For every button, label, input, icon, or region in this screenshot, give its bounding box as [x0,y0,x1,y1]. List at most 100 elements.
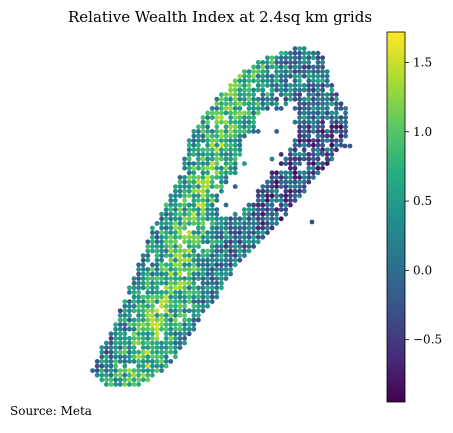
grid-cell [214,156,220,162]
grid-cell [255,83,261,88]
grid-cell [228,262,234,268]
grid-cell [131,322,137,327]
grid-cell [219,147,224,153]
grid-cell [315,55,321,61]
grid-cell [255,193,261,199]
grid-cell [196,253,201,258]
grid-cell [159,244,165,249]
grid-cell [251,244,256,249]
grid-cell [131,294,137,300]
grid-cell [315,161,321,167]
grid-cell [288,60,293,65]
grid-cell [297,46,302,51]
grid-cell [159,225,165,231]
grid-cell [196,308,201,314]
grid-cell [209,179,215,185]
grid-cell [200,290,206,295]
grid-cell [104,363,109,369]
grid-cell [223,257,229,263]
grid-cell [265,83,270,88]
grid-cell [173,271,178,277]
grid-cell [163,299,169,304]
grid-cell [126,377,132,383]
grid-cell [219,280,224,286]
grid-cell [315,156,321,162]
grid-cell [163,253,169,258]
grid-cell [182,202,188,208]
grid-cell [94,372,100,378]
grid-cell [255,101,261,107]
grid-cell [265,225,270,231]
grid-cell [246,211,252,217]
grid-cell [126,299,132,304]
grid-cell [320,55,325,61]
grid-cell [177,211,183,217]
grid-cell [214,230,220,236]
grid-cell [196,257,201,263]
grid-cell [288,147,293,153]
grid-cell [126,349,132,355]
grid-cell [265,92,270,97]
grid-cell [209,280,215,286]
grid-cell [117,349,123,355]
grid-cell [191,280,197,286]
grid-cell [311,119,316,125]
grid-cell [209,147,215,153]
grid-cell [219,129,224,134]
grid-cell [223,119,229,125]
grid-cell [311,147,316,153]
grid-cell [209,106,215,111]
grid-cell [246,115,252,120]
grid-cell [173,188,178,194]
grid-cell [186,290,192,295]
grid-cell [232,83,238,88]
grid-cell [219,267,224,272]
grid-cell [205,193,211,199]
grid-cell [186,142,192,148]
grid-cell [122,331,128,337]
grid-cell [182,313,188,318]
grid-cell [163,303,169,309]
grid-cell [228,161,234,167]
grid-cell [311,115,316,120]
grid-cell [177,253,183,258]
grid-cell [274,179,279,185]
grid-cell [260,60,266,65]
grid-cell [223,138,229,144]
grid-cell [237,92,243,97]
grid-cell [329,101,335,107]
grid-cell [182,340,188,346]
grid-cell [301,188,307,194]
grid-cell [283,78,289,84]
grid-cell [237,124,243,130]
grid-cell [292,188,298,194]
grid-cell [140,308,146,314]
grid-cell [154,280,160,286]
grid-cell [288,179,293,185]
grid-cell [301,73,307,79]
grid-cell [108,377,114,383]
grid-cell [113,336,118,341]
grid-cell [214,129,220,134]
grid-cell [209,290,215,295]
grid-cell [232,78,238,84]
grid-cell [320,73,325,79]
grid-cell [255,64,261,70]
grid-cell [200,271,206,277]
grid-cell [177,313,183,318]
grid-cell [122,345,128,350]
grid-cell [329,133,335,139]
grid-cell [223,129,229,134]
grid-cell [196,188,201,194]
grid-cell [214,133,220,139]
grid-cell [334,110,339,116]
grid-cell [334,129,339,134]
grid-cell [214,234,220,240]
grid-cell [196,207,201,213]
grid-cell [163,294,169,300]
grid-cell [200,179,206,185]
grid-cell [150,308,155,314]
grid-cell [338,129,344,134]
grid-cell [163,345,169,350]
grid-cell [126,359,132,364]
